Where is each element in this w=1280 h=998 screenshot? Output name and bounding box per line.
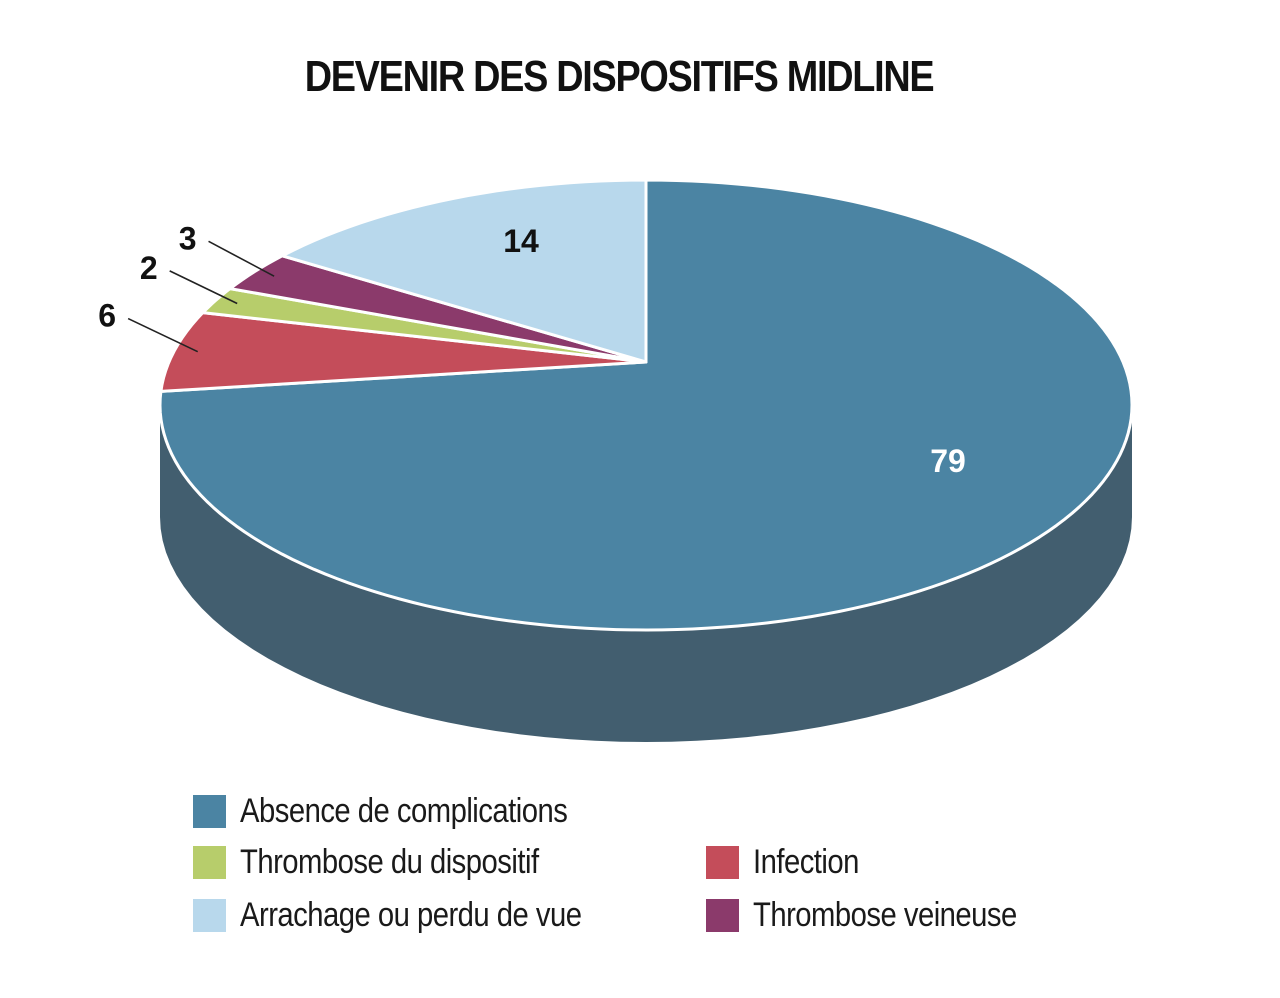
pie-labels: 79 623 14 [98, 220, 965, 479]
pie-slice-arrachage-ou-perdu-de-vue [280, 178, 648, 364]
pie-slice-thrombose-veineuse [228, 254, 648, 364]
slice-label: 6 [98, 298, 116, 334]
pie-side-absence-de-complications [160, 405, 1132, 742]
slice-label: 79 [930, 443, 966, 479]
slice-label: 3 [179, 220, 197, 256]
pie-top-faces [158, 178, 1134, 632]
pie-slice-absence-de-complications [158, 178, 1134, 632]
leader-line [127, 317, 199, 353]
slice-label: 2 [140, 250, 158, 286]
leader-line [169, 270, 238, 305]
leader-line [208, 240, 275, 277]
chart-title: DEVENIR DES DISPOSITIFS MIDLINE [304, 52, 935, 101]
slice-label: 14 [503, 223, 539, 259]
pie-side-walls [160, 405, 1132, 742]
pie-slice-infection [159, 311, 648, 393]
